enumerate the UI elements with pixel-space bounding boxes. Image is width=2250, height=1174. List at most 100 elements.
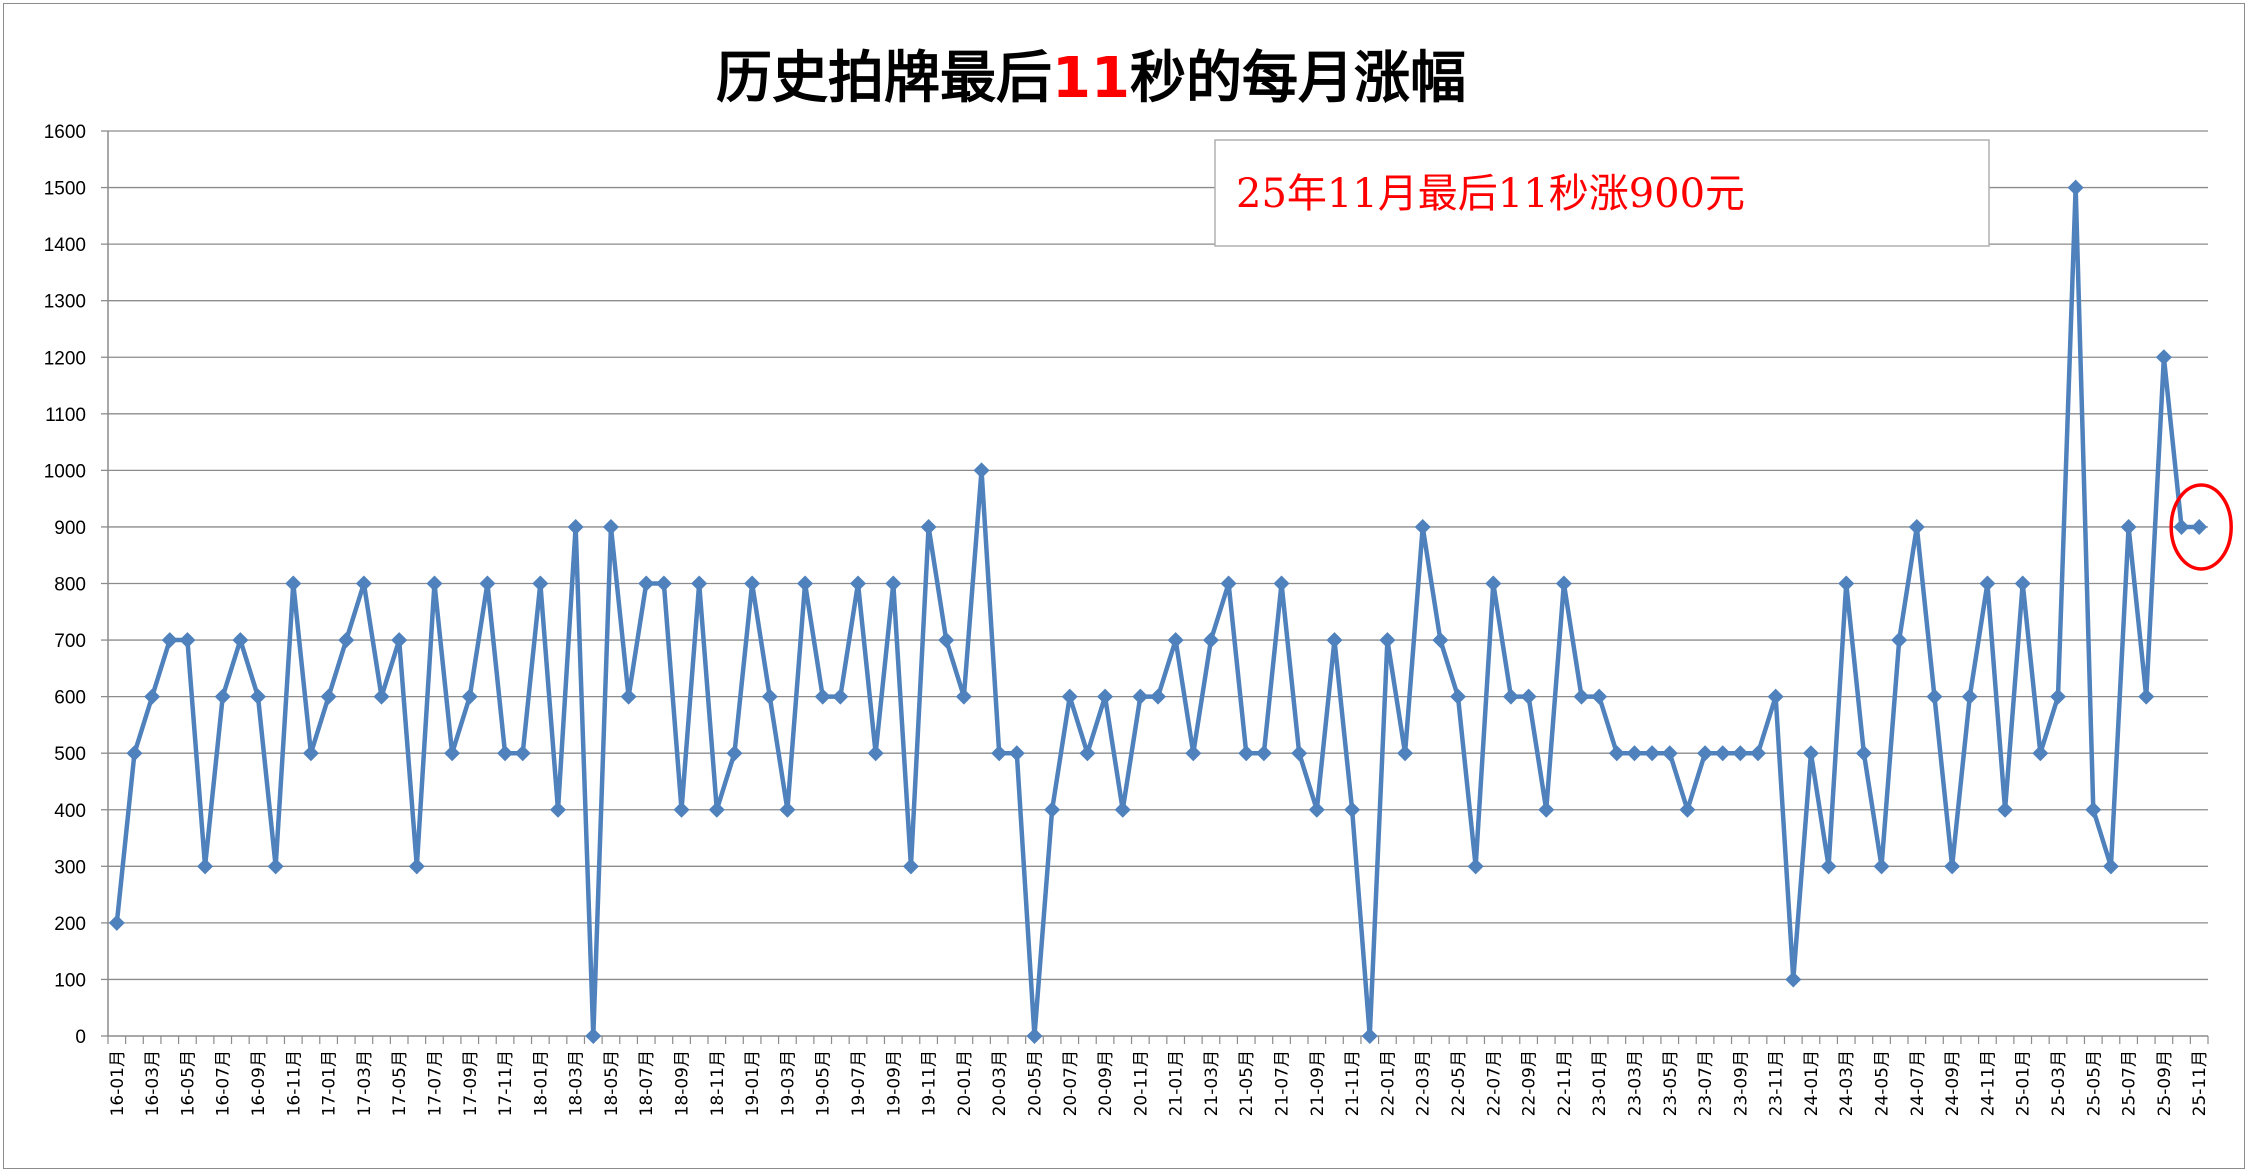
x-tick-label: 20-05月 [1025, 1050, 1045, 1116]
data-point [1044, 801, 1061, 818]
data-point [391, 632, 408, 649]
data-point [832, 688, 849, 705]
data-point [1185, 745, 1202, 762]
data-point [1097, 688, 1114, 705]
data-point [355, 575, 372, 592]
x-tick-label: 21-01月 [1167, 1050, 1187, 1116]
data-point [1326, 632, 1343, 649]
data-point [1679, 801, 1696, 818]
data-point [1026, 1028, 1043, 1044]
data-point [885, 575, 902, 592]
data-point [2102, 858, 2119, 875]
data-point [1061, 688, 1078, 705]
x-tick-label: 24-05月 [1873, 1050, 1893, 1116]
data-point [373, 688, 390, 705]
data-point [1644, 745, 1661, 762]
data-point [1820, 858, 1837, 875]
data-point [2120, 518, 2137, 535]
x-tick-label: 20-11月 [1131, 1050, 1151, 1116]
line-chart: 历史拍牌最后11秒的每月涨幅 0 100 200 300 400 500 600 700 800… [44, 46, 2233, 1116]
data-point [2085, 801, 2102, 818]
x-tick-label: 25-11月 [2190, 1050, 2210, 1116]
data-point [1520, 688, 1537, 705]
data-point [1220, 575, 1237, 592]
data-point [1397, 745, 1414, 762]
y-tick-label: 800 [54, 575, 86, 596]
x-tick-label: 20-03月 [990, 1050, 1010, 1116]
data-point [2032, 745, 2049, 762]
y-tick-label: 1600 [44, 122, 86, 143]
y-tick-label: 200 [54, 914, 86, 935]
data-point [1150, 688, 1166, 705]
y-tick-label: 1200 [44, 348, 86, 369]
data-point [1132, 688, 1149, 705]
data-point [744, 575, 761, 592]
x-tick-label: 25-09月 [2155, 1050, 2175, 1116]
data-point [2191, 518, 2208, 535]
data-point [320, 688, 337, 705]
data-point [267, 858, 284, 875]
data-point [761, 688, 778, 705]
x-tick-label: 20-07月 [1061, 1050, 1081, 1116]
data-point [1873, 858, 1890, 875]
x-tick-label: 23-03月 [1625, 1050, 1645, 1116]
x-tick-label: 21-07月 [1273, 1050, 1293, 1116]
data-point [814, 688, 831, 705]
x-tick-label: 18-11月 [708, 1050, 728, 1116]
x-tick-label: 18-01月 [531, 1050, 551, 1116]
data-point [991, 745, 1008, 762]
x-tick-label: 25-05月 [2084, 1050, 2104, 1116]
data-point [1167, 632, 1184, 649]
data-point [2138, 688, 2155, 705]
x-tick-label: 24-09月 [1943, 1050, 1963, 1116]
data-point [902, 858, 919, 875]
data-point [214, 688, 231, 705]
data-point [514, 745, 531, 762]
x-tick-label: 25-07月 [2120, 1050, 2140, 1116]
x-tick-label: 20-01月 [955, 1050, 975, 1116]
y-tick-label: 1300 [44, 292, 86, 313]
data-point [179, 632, 196, 649]
data-point [161, 632, 178, 649]
x-tick-label: 17-05月 [390, 1050, 410, 1116]
y-tick-label: 500 [54, 744, 86, 765]
data-point [673, 801, 690, 818]
data-point [126, 745, 143, 762]
data-point [1891, 632, 1908, 649]
data-point [1926, 688, 1943, 705]
data-point [144, 688, 161, 705]
data-point [2067, 179, 2084, 196]
gridlines [101, 130, 2208, 1037]
x-tick-label: 18-03月 [567, 1050, 587, 1116]
y-tick-label: 0 [75, 1027, 86, 1048]
x-tick-label: 23-01月 [1590, 1050, 1610, 1116]
x-tick-label: 23-11月 [1767, 1050, 1787, 1116]
data-point [1979, 575, 1996, 592]
y-tick-label: 1500 [44, 179, 86, 200]
data-point [1238, 745, 1255, 762]
data-point [1255, 745, 1272, 762]
x-tick-label: 20-09月 [1096, 1050, 1116, 1116]
data-point [338, 632, 355, 649]
y-tick-label: 1400 [44, 235, 86, 256]
data-point [1802, 745, 1819, 762]
x-tick-label: 22-01月 [1378, 1050, 1398, 1116]
data-point [426, 575, 443, 592]
data-point [497, 745, 514, 762]
data-point [1785, 971, 1802, 988]
x-tick-label: 22-09月 [1520, 1050, 1540, 1116]
data-point [708, 801, 725, 818]
x-tick-label: 16-11月 [284, 1050, 304, 1116]
x-tick-label: 16-01月 [108, 1050, 128, 1116]
x-tick-label: 22-05月 [1449, 1050, 1469, 1116]
data-point [550, 801, 566, 818]
data-point [1697, 745, 1714, 762]
y-tick-label: 300 [54, 857, 86, 878]
data-point [1079, 745, 1096, 762]
y-tick-label: 1100 [45, 405, 86, 426]
data-point [920, 518, 937, 535]
data-point [1714, 745, 1731, 762]
x-tick-label: 18-05月 [602, 1050, 622, 1116]
x-tick-label: 22-07月 [1484, 1050, 1504, 1116]
data-point [1626, 745, 1643, 762]
